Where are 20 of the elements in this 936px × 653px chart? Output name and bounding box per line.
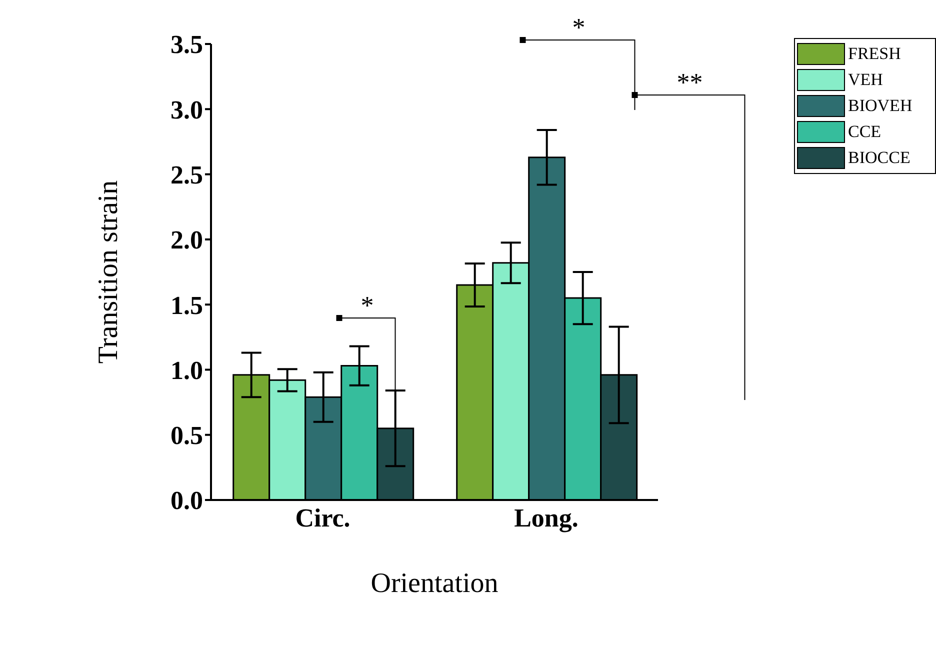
x-tick-label: Circ. — [295, 503, 350, 532]
text: * — [572, 13, 586, 42]
y-tick-label: 0.0 — [170, 486, 203, 516]
legend-label: BIOVEH — [848, 96, 912, 116]
legend-label: BIOCCE — [848, 148, 910, 168]
y-tick-label: 3.5 — [170, 30, 203, 60]
text: ** — [676, 68, 703, 97]
legend-label: VEH — [848, 70, 883, 90]
annotation: * — [360, 291, 374, 320]
y-tick-label: 1.5 — [170, 290, 203, 320]
x-axis-title: Orientation — [370, 568, 498, 599]
legend-label: CCE — [848, 122, 882, 142]
y-tick-label: 2.5 — [170, 160, 203, 190]
y-tick-label: 1.0 — [170, 356, 203, 385]
y-tick-label: 2.0 — [170, 226, 203, 255]
legend-label: FRESH — [848, 44, 901, 64]
x-tick-label: Long. — [514, 503, 578, 532]
y-tick-label: 0.5 — [170, 421, 203, 450]
y-axis-title: Transition strain — [92, 180, 124, 364]
y-tick-label: 3.0 — [170, 95, 203, 124]
